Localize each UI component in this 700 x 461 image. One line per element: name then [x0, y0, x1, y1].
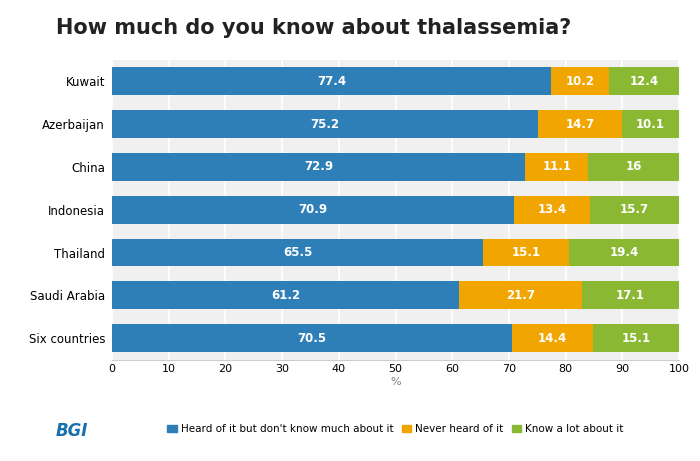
Text: 16: 16 [626, 160, 642, 173]
Bar [512, 324, 594, 352]
Bar [459, 282, 582, 309]
Text: 11.1: 11.1 [542, 160, 571, 173]
Bar [112, 153, 525, 181]
Text: 14.4: 14.4 [538, 331, 567, 345]
Text: 10.1: 10.1 [636, 118, 665, 130]
Bar [569, 239, 679, 266]
Bar [484, 239, 569, 266]
Text: BGI: BGI [56, 422, 88, 440]
Text: 13.4: 13.4 [538, 203, 566, 216]
Text: 72.9: 72.9 [304, 160, 333, 173]
Bar [594, 324, 679, 352]
Text: 75.2: 75.2 [311, 118, 340, 130]
Bar [112, 110, 538, 138]
Bar [538, 110, 622, 138]
Bar [112, 282, 459, 309]
Text: 61.2: 61.2 [271, 289, 300, 302]
X-axis label: %: % [390, 377, 401, 387]
Text: 70.5: 70.5 [298, 331, 326, 345]
Text: 17.1: 17.1 [616, 289, 645, 302]
Bar [112, 239, 484, 266]
Bar [525, 153, 588, 181]
Text: 15.7: 15.7 [620, 203, 649, 216]
Bar [112, 67, 551, 95]
Legend: Heard of it but don't know much about it, Never heard of it, Know a lot about it: Heard of it but don't know much about it… [163, 420, 628, 438]
Bar [609, 67, 679, 95]
Text: 77.4: 77.4 [317, 75, 346, 88]
Text: 15.1: 15.1 [622, 331, 651, 345]
Text: How much do you know about thalassemia?: How much do you know about thalassemia? [56, 18, 571, 38]
Bar [588, 153, 679, 181]
Bar [590, 196, 679, 224]
Text: 21.7: 21.7 [506, 289, 535, 302]
Bar [112, 196, 514, 224]
Text: 10.2: 10.2 [566, 75, 594, 88]
Text: 70.9: 70.9 [298, 203, 328, 216]
Text: 65.5: 65.5 [283, 246, 312, 259]
Text: 12.4: 12.4 [629, 75, 659, 88]
Bar [622, 110, 679, 138]
Text: 14.7: 14.7 [566, 118, 594, 130]
Bar [551, 67, 609, 95]
Text: 15.1: 15.1 [512, 246, 541, 259]
Bar [112, 324, 512, 352]
Text: 19.4: 19.4 [610, 246, 638, 259]
Bar [582, 282, 679, 309]
Bar [514, 196, 590, 224]
